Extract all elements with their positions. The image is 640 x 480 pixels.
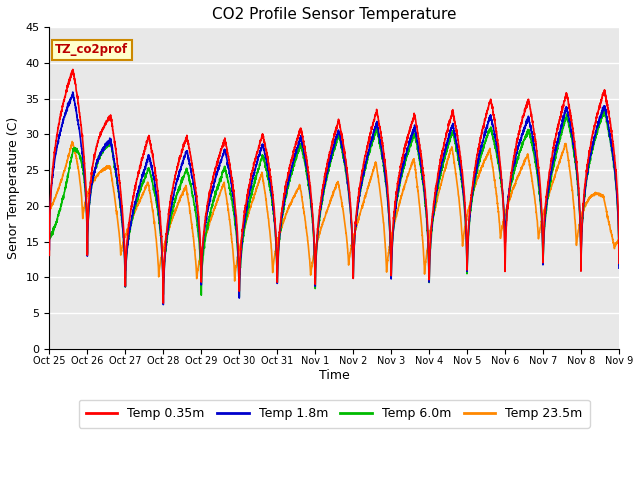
Temp 23.5m	[615, 237, 623, 243]
Temp 0.35m	[168, 190, 175, 196]
Temp 1.8m	[205, 202, 212, 208]
Temp 6.0m	[615, 263, 623, 268]
Temp 1.8m	[69, 89, 77, 95]
Temp 23.5m	[205, 225, 212, 230]
Temp 23.5m	[168, 218, 175, 224]
Temp 6.0m	[236, 294, 243, 300]
Temp 23.5m	[231, 278, 239, 284]
Temp 6.0m	[390, 220, 397, 226]
Temp 6.0m	[45, 235, 53, 240]
X-axis label: Time: Time	[319, 369, 349, 382]
Temp 1.8m	[168, 201, 175, 207]
Temp 23.5m	[400, 185, 408, 191]
Temp 0.35m	[45, 252, 53, 258]
Temp 6.0m	[400, 166, 408, 171]
Line: Temp 6.0m: Temp 6.0m	[49, 110, 619, 297]
Temp 23.5m	[45, 208, 53, 214]
Line: Temp 1.8m: Temp 1.8m	[49, 92, 619, 305]
Temp 6.0m	[601, 108, 609, 113]
Temp 1.8m	[561, 108, 569, 114]
Line: Temp 0.35m: Temp 0.35m	[49, 70, 619, 303]
Temp 6.0m	[168, 212, 175, 217]
Temp 0.35m	[615, 260, 623, 266]
Temp 1.8m	[615, 265, 623, 271]
Temp 0.35m	[561, 94, 569, 100]
Temp 6.0m	[615, 239, 623, 244]
Y-axis label: Senor Temperature (C): Senor Temperature (C)	[7, 117, 20, 259]
Line: Temp 23.5m: Temp 23.5m	[49, 142, 619, 281]
Temp 0.35m	[69, 67, 77, 72]
Temp 1.8m	[615, 236, 623, 242]
Temp 6.0m	[205, 219, 212, 225]
Temp 23.5m	[390, 221, 398, 227]
Temp 0.35m	[400, 147, 408, 153]
Temp 1.8m	[400, 159, 408, 165]
Temp 23.5m	[68, 139, 76, 144]
Temp 1.8m	[159, 302, 167, 308]
Temp 0.35m	[205, 194, 212, 200]
Title: CO2 Profile Sensor Temperature: CO2 Profile Sensor Temperature	[212, 7, 456, 22]
Temp 23.5m	[561, 143, 569, 148]
Temp 6.0m	[561, 118, 569, 124]
Temp 1.8m	[390, 218, 398, 224]
Legend: Temp 0.35m, Temp 1.8m, Temp 6.0m, Temp 23.5m: Temp 0.35m, Temp 1.8m, Temp 6.0m, Temp 2…	[79, 400, 589, 428]
Text: TZ_co2prof: TZ_co2prof	[55, 43, 128, 56]
Temp 0.35m	[159, 300, 167, 306]
Temp 23.5m	[615, 237, 623, 243]
Temp 1.8m	[45, 247, 53, 252]
Temp 0.35m	[390, 209, 398, 215]
Temp 0.35m	[615, 231, 623, 237]
